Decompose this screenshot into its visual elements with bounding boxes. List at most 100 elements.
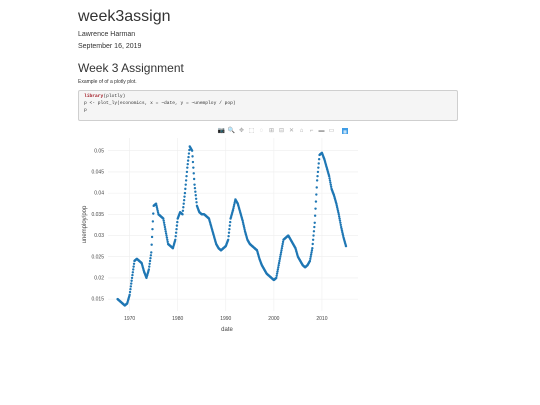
x-tick-label: 1990 — [220, 316, 231, 322]
code-keyword: library — [84, 94, 104, 99]
code-block[interactable]: library(plotly) p <- plot_ly(economics, … — [78, 90, 458, 121]
y-axis-title: unemploy/pop — [82, 205, 88, 243]
data-point — [316, 174, 319, 178]
data-point — [315, 186, 318, 189]
data-point — [317, 158, 321, 161]
data-point — [329, 183, 332, 186]
zoom-in-icon[interactable]: ⊞ — [268, 128, 275, 134]
x-tick-label: 1970 — [124, 316, 135, 322]
reset-axes-icon[interactable]: ⌂ — [299, 128, 304, 134]
data-point — [228, 224, 231, 227]
data-point — [339, 221, 342, 225]
data-point — [276, 270, 279, 273]
data-point — [165, 234, 168, 237]
data-point — [164, 227, 167, 231]
data-point — [337, 215, 341, 218]
data-point — [338, 217, 341, 220]
data-point — [309, 257, 312, 261]
data-point — [164, 232, 168, 235]
code-text: p <- plot_ly(economics, x = ~date, y = ~… — [84, 100, 236, 106]
data-point — [312, 230, 316, 233]
data-point — [148, 262, 151, 265]
data-point — [148, 265, 151, 268]
data-point — [194, 197, 198, 200]
data-point — [193, 183, 196, 186]
data-point — [338, 219, 342, 222]
data-point — [166, 238, 169, 241]
data-point — [328, 177, 331, 180]
data-point — [193, 186, 197, 190]
data-point — [328, 179, 332, 182]
y-tick-label: 0.015 — [91, 297, 104, 303]
data-point — [149, 256, 152, 260]
data-point — [277, 261, 281, 265]
data-point — [182, 198, 186, 202]
data-point — [192, 166, 195, 169]
camera-icon[interactable]: 📷 — [217, 128, 226, 134]
data-point — [185, 170, 189, 174]
code-line-1: library(plotly) — [84, 94, 452, 101]
data-point — [151, 227, 154, 231]
data-point — [162, 219, 165, 222]
pan-icon[interactable]: ✥ — [238, 128, 245, 134]
data-point — [150, 235, 154, 239]
scatter-plot-svg[interactable]: 0.015 0.02 0.025 0.03 0.035 0.04 0.045 0.05 1970… — [78, 136, 368, 336]
lasso-select-icon[interactable]: ◌ — [259, 128, 264, 134]
hover-closest-icon[interactable]: ▬ — [318, 128, 325, 134]
data-point — [162, 221, 166, 225]
data-point — [191, 155, 194, 158]
data-point — [190, 149, 194, 152]
data-point — [276, 268, 280, 271]
data-point — [184, 179, 188, 182]
data-point — [311, 247, 314, 250]
data-point — [278, 257, 282, 261]
data-point — [174, 231, 178, 234]
plotly-logo-icon[interactable]: ▦ — [342, 128, 348, 134]
autoscale-icon[interactable]: ✕ — [288, 128, 295, 134]
y-tick-label: 0.02 — [94, 276, 104, 282]
data-point — [183, 195, 186, 198]
data-point — [275, 274, 278, 278]
data-point — [281, 242, 284, 246]
y-tick-label: 0.05 — [94, 148, 104, 154]
data-point — [130, 279, 133, 282]
data-point — [275, 272, 279, 275]
code-text: (plotly) — [103, 94, 126, 99]
data-point — [128, 290, 132, 294]
data-point — [165, 236, 169, 239]
data-point — [312, 234, 315, 237]
data-point — [163, 225, 167, 229]
data-point — [317, 162, 320, 165]
data-point — [187, 155, 190, 159]
zoom-out-icon[interactable]: ⊟ — [278, 128, 285, 134]
data-point — [281, 244, 284, 248]
data-point — [191, 160, 195, 164]
data-point — [275, 276, 278, 280]
data-point — [162, 217, 165, 220]
zoom-icon[interactable]: 🔍 — [227, 128, 236, 134]
code-line-3: p — [84, 108, 452, 115]
data-point — [148, 259, 152, 263]
data-point — [309, 253, 313, 256]
data-point — [152, 212, 155, 215]
x-tick-label: 1980 — [172, 316, 183, 322]
data-point — [280, 247, 284, 250]
data-point — [195, 201, 198, 204]
box-select-icon[interactable]: ⬚ — [248, 128, 255, 134]
data-point — [281, 240, 285, 244]
data-point — [317, 166, 320, 169]
data-point — [187, 152, 191, 155]
data-point — [192, 172, 195, 175]
hover-compare-icon[interactable]: ▭ — [328, 128, 335, 134]
data-point — [132, 268, 135, 271]
document-author: Lawrence Harman — [78, 31, 136, 38]
data-point — [147, 268, 151, 271]
data-point — [313, 225, 316, 229]
scatter-plot[interactable]: 0.015 0.02 0.025 0.03 0.035 0.04 0.045 0.05 1970… — [78, 136, 368, 341]
data-point — [194, 190, 197, 193]
data-point — [182, 206, 185, 209]
plot-modebar: 📷 🔍 ✥ ⬚ ◌ ⊞ ⊟ ✕ ⌂ ⌐ ▬ ▭ ▦ — [218, 128, 348, 136]
data-point — [329, 181, 332, 184]
data-point — [175, 224, 179, 227]
spike-lines-icon[interactable]: ⌐ — [309, 128, 314, 134]
